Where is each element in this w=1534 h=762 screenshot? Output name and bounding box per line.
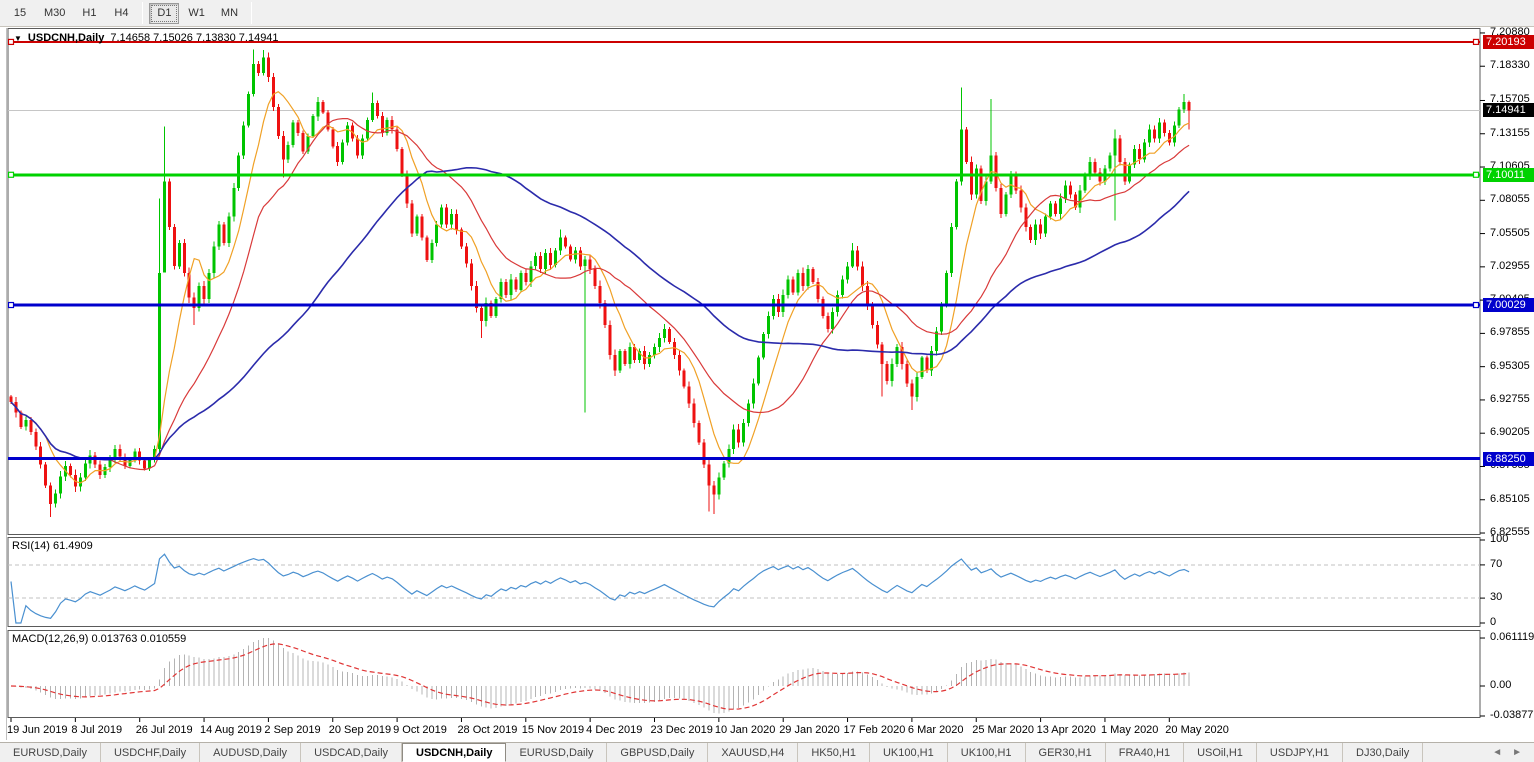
- rsi-axis-tick-label: 70: [1490, 557, 1503, 570]
- date-axis-label: 2 Sep 2019: [264, 724, 321, 736]
- price-axis-tick-label: 7.15705: [1490, 93, 1530, 106]
- date-axis-label: 15 Nov 2019: [521, 724, 585, 736]
- date-axis-label: 20 May 2020: [1165, 724, 1229, 736]
- date-axis-label: 20 Sep 2019: [328, 724, 392, 736]
- tab-scroll-left-icon[interactable]: ◄: [1492, 747, 1503, 758]
- price-axis-tick-label: 7.08055: [1490, 193, 1530, 206]
- chart-canvas[interactable]: [0, 28, 1534, 742]
- macd-pane-frame: [7, 630, 1481, 718]
- symbol-tab-dj30-daily[interactable]: DJ30,Daily: [1343, 743, 1424, 762]
- symbol-tab-usdchf-daily[interactable]: USDCHF,Daily: [101, 743, 201, 762]
- rsi-axis-tick-label: 0: [1490, 616, 1497, 628]
- tab-scroll-controls: ◄ ►: [1480, 743, 1534, 762]
- timeframe-button-mn[interactable]: MN: [220, 7, 239, 19]
- rsi-indicator-label: RSI(14) 61.4909: [12, 540, 93, 552]
- price-axis-tick-label: 6.97855: [1490, 326, 1530, 339]
- timeframe-toolbar: 15 M30 H1 H4 D1 W1 MN: [0, 0, 1534, 27]
- date-axis-label: 23 Dec 2019: [650, 724, 713, 736]
- price-axis-tick-label: 6.90205: [1490, 426, 1530, 439]
- date-axis-label: 28 Oct 2019: [457, 724, 518, 736]
- symbol-tab-usdjpy-h1[interactable]: USDJPY,H1: [1257, 743, 1344, 762]
- rsi-axis-tick-label: 30: [1490, 591, 1503, 604]
- bid-price-badge: 7.14941: [1483, 103, 1534, 118]
- date-axis-label: 4 Dec 2019: [586, 724, 643, 736]
- tab-scroll-right-icon[interactable]: ►: [1512, 747, 1522, 758]
- date-axis-label: 29 Jan 2020: [779, 724, 840, 736]
- ma-fast-line: [10, 90, 1190, 484]
- support-line-green-handle[interactable]: [7, 171, 15, 178]
- price-axis-tick-label: 7.02955: [1490, 259, 1530, 272]
- price-axis-tick-label: 6.82555: [1490, 526, 1530, 539]
- date-axis-label: 1 May 2020: [1100, 724, 1159, 736]
- date-axis-label: 8 Jul 2019: [71, 724, 123, 736]
- date-axis-label: 13 Apr 2020: [1036, 724, 1096, 736]
- price-axis-tick-label: 7.18330: [1490, 59, 1530, 72]
- symbol-tab-eurusd-daily[interactable]: EURUSD,Daily: [0, 743, 101, 762]
- price-axis-tick-label: 6.92755: [1490, 392, 1530, 405]
- rsi-axis-tick-label: 100: [1490, 533, 1509, 545]
- chart-menu-triangle-icon[interactable]: ▼: [14, 33, 22, 43]
- date-axis-label: 19 Jun 2019: [7, 724, 68, 736]
- chart-symbol-label: USDCNH,Daily: [27, 32, 105, 44]
- support-line-green-price-badge: 7.10011: [1483, 167, 1534, 182]
- macd-signal-line: [10, 643, 1190, 710]
- date-axis-label: 26 Jul 2019: [135, 724, 193, 736]
- rsi-line: [10, 553, 1190, 624]
- support-line-green-handle[interactable]: [1472, 171, 1480, 178]
- date-axis-label: 9 Oct 2019: [393, 724, 447, 736]
- support-line-blue-upper-handle[interactable]: [7, 301, 15, 309]
- symbol-tab-audusd-daily[interactable]: AUDUSD,Daily: [200, 743, 302, 762]
- ma-slow-line: [10, 167, 1190, 461]
- macd-axis-tick-label: -0.038777: [1490, 709, 1534, 721]
- price-axis-tick-label: 6.95305: [1490, 359, 1530, 372]
- symbol-tab-ger30-h1[interactable]: GER30,H1: [1026, 743, 1106, 762]
- resistance-line-handle[interactable]: [7, 38, 15, 46]
- price-axis-tick-label: 7.05505: [1490, 226, 1530, 239]
- resistance-line-handle[interactable]: [1472, 38, 1480, 46]
- ma-mid-line: [10, 118, 1190, 471]
- toolbar-separator: [251, 2, 253, 24]
- rsi-pane-frame: [7, 537, 1481, 627]
- macd-histogram: [15, 638, 1190, 714]
- timeframe-button-m30[interactable]: M30: [44, 7, 66, 19]
- chart-title: ▼ USDCNH,Daily 7.14658 7.15026 7.13830 7…: [14, 32, 279, 44]
- chart-window[interactable]: ▼ USDCNH,Daily 7.14658 7.15026 7.13830 7…: [0, 26, 1534, 742]
- symbol-tab-eurusd-daily[interactable]: EURUSD,Daily: [506, 743, 608, 762]
- timeframe-button-h4[interactable]: H4: [114, 7, 129, 19]
- date-axis-label: 6 Mar 2020: [907, 724, 964, 736]
- timeframe-button-w1[interactable]: W1: [188, 7, 205, 19]
- macd-axis-tick-label: 0.00: [1490, 679, 1512, 691]
- toolbar-separator: [142, 2, 144, 24]
- symbol-tab-hk50-h1[interactable]: HK50,H1: [798, 743, 870, 762]
- macd-axis-tick-label: 0.061119: [1490, 631, 1534, 644]
- support-line-blue-upper-price-badge: 7.00029: [1483, 298, 1534, 313]
- symbol-tab-xauusd-h4[interactable]: XAUUSD,H4: [708, 743, 799, 762]
- price-axis-tick-label: 6.85105: [1490, 492, 1530, 505]
- symbol-tab-usdcad-daily[interactable]: USDCAD,Daily: [301, 743, 403, 762]
- timeframe-button-15[interactable]: 15: [13, 7, 27, 19]
- resistance-line-price-badge: 7.20193: [1483, 34, 1534, 49]
- support-line-blue-upper-handle[interactable]: [1472, 301, 1480, 309]
- symbol-tab-fra40-h1[interactable]: FRA40,H1: [1106, 743, 1185, 762]
- main-pane-frame: [7, 28, 1481, 535]
- macd-indicator-label: MACD(12,26,9) 0.013763 0.010559: [12, 633, 187, 645]
- support-line-blue-lower-price-badge: 6.88250: [1483, 451, 1534, 466]
- timeframe-button-d1[interactable]: D1: [149, 2, 180, 24]
- price-axis-tick-label: 7.13155: [1490, 126, 1530, 139]
- date-axis-label: 14 Aug 2019: [200, 724, 262, 736]
- symbol-tab-usdcnh-daily[interactable]: USDCNH,Daily: [402, 743, 507, 762]
- date-axis-label: 17 Feb 2020: [843, 724, 906, 736]
- symbol-tab-uk100-h1[interactable]: UK100,H1: [948, 743, 1026, 762]
- bull-candle-bodies: [24, 57, 1186, 504]
- symbol-tab-bar: EURUSD,Daily USDCHF,Daily AUDUSD,Daily USDC…: [0, 742, 1534, 762]
- date-axis-label: 25 Mar 2020: [972, 724, 1035, 736]
- timeframe-button-h1[interactable]: H1: [82, 7, 97, 19]
- date-axis-label: 10 Jan 2020: [714, 724, 776, 736]
- symbol-tab-gbpusd-daily[interactable]: GBPUSD,Daily: [607, 743, 709, 762]
- symbol-tab-uk100-h1[interactable]: UK100,H1: [870, 743, 948, 762]
- symbol-tab-usoil-h1[interactable]: USOil,H1: [1184, 743, 1257, 762]
- chart-ohlc-values: 7.14658 7.15026 7.13830 7.14941: [110, 32, 279, 44]
